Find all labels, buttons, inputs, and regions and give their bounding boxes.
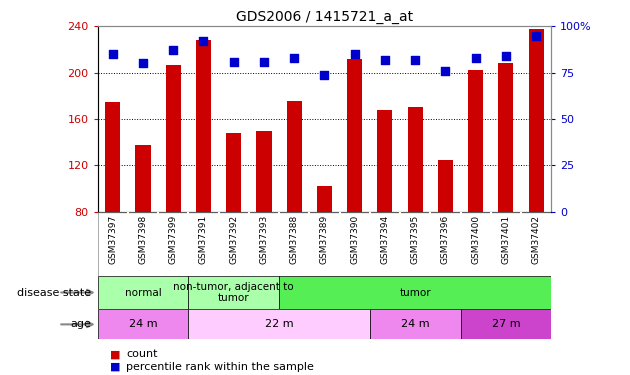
Text: percentile rank within the sample: percentile rank within the sample (126, 362, 314, 372)
Text: non-tumor, adjacent to
tumor: non-tumor, adjacent to tumor (173, 282, 294, 303)
Text: GSM37401: GSM37401 (501, 215, 510, 264)
Text: GSM37402: GSM37402 (532, 215, 541, 264)
Text: GSM37394: GSM37394 (381, 215, 389, 264)
Point (440, 68, 450, 74)
Bar (370, 309, 461, 339)
Text: GSM37395: GSM37395 (411, 215, 420, 264)
Text: disease state: disease state (17, 288, 91, 297)
Bar (468, 70, 483, 212)
Bar (256, 130, 272, 212)
Point (471, 55, 481, 61)
Text: GSM37389: GSM37389 (320, 215, 329, 264)
Text: GSM37388: GSM37388 (290, 215, 299, 264)
Text: 22 m: 22 m (265, 320, 294, 329)
Bar (226, 133, 241, 212)
Point (501, 53, 511, 59)
Bar (105, 102, 120, 212)
Text: normal: normal (125, 288, 161, 297)
Point (531, 33, 541, 39)
Bar (408, 108, 423, 212)
Bar (98, 309, 188, 339)
Point (289, 55, 299, 61)
Text: GSM37399: GSM37399 (169, 215, 178, 264)
Point (319, 72, 329, 78)
Bar (498, 63, 513, 212)
Bar (98, 276, 188, 309)
Bar (287, 100, 302, 212)
Point (259, 58, 269, 64)
Text: GSM37396: GSM37396 (441, 215, 450, 264)
Bar (166, 64, 181, 212)
Bar (438, 160, 453, 212)
Bar (529, 28, 544, 212)
Bar (188, 276, 279, 309)
Text: count: count (126, 350, 158, 359)
Point (229, 58, 239, 64)
Text: 24 m: 24 m (401, 320, 430, 329)
Text: age: age (71, 320, 91, 329)
Bar (347, 59, 362, 212)
Text: GSM37398: GSM37398 (139, 215, 147, 264)
Point (380, 57, 390, 63)
Text: GSM37390: GSM37390 (350, 215, 359, 264)
Text: GSM37400: GSM37400 (471, 215, 480, 264)
Point (108, 51, 118, 57)
Text: tumor: tumor (399, 288, 431, 297)
Bar (279, 276, 551, 309)
Text: GSM37397: GSM37397 (108, 215, 117, 264)
Bar (196, 40, 211, 212)
Bar (461, 309, 551, 339)
Point (198, 38, 209, 44)
Text: GSM37392: GSM37392 (229, 215, 238, 264)
Text: 24 m: 24 m (129, 320, 158, 329)
Title: GDS2006 / 1415721_a_at: GDS2006 / 1415721_a_at (236, 10, 413, 24)
Bar (377, 110, 392, 212)
Point (410, 57, 420, 63)
Bar (317, 186, 332, 212)
Point (350, 51, 360, 57)
Text: ■: ■ (110, 362, 121, 372)
Text: ■: ■ (110, 350, 121, 359)
Text: 27 m: 27 m (491, 320, 520, 329)
Bar (188, 309, 370, 339)
Point (168, 47, 178, 53)
Text: GSM37393: GSM37393 (260, 215, 268, 264)
Point (138, 60, 148, 66)
Bar (135, 145, 151, 212)
Text: GSM37391: GSM37391 (199, 215, 208, 264)
